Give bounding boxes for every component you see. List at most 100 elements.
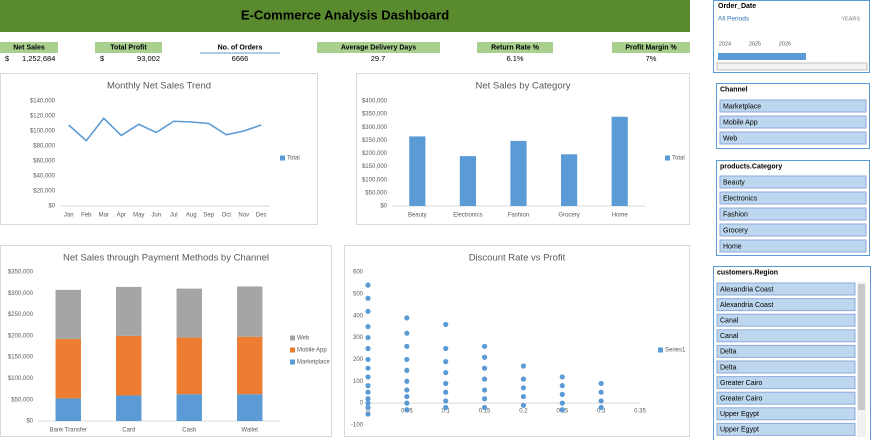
slicer-title: customers.Region [717,269,778,276]
scatter-point [365,345,371,352]
slicer-frame [713,0,870,73]
x-tick-label: Oct [222,213,232,219]
scatter-point [520,363,527,369]
scatter-point [520,393,527,400]
slicer-item-label[interactable]: Canal [720,318,739,325]
legend-swatch [658,347,663,353]
slicer-item[interactable] [719,131,867,145]
slicer-item[interactable] [719,99,867,113]
slicer-item-label[interactable]: Beauty [723,179,745,186]
scatter-point [404,315,410,321]
slicer-title: Channel [720,86,748,93]
slicer-item-label[interactable]: Home [723,243,742,250]
slicer-item[interactable] [719,175,867,189]
slicer-item[interactable] [716,344,856,358]
scatter-point [365,295,371,301]
slicer-item[interactable] [716,376,856,390]
period-label: All Periods [718,16,750,23]
x-tick-label: Fashion [508,213,529,219]
y-tick-label: 300 [353,335,364,341]
scatter-point [404,367,410,373]
slicer-item-label[interactable]: Fashion [723,211,748,218]
x-tick-label: Apr [117,213,126,219]
slicer-item-label[interactable]: Canal [720,333,739,340]
slicer-item[interactable] [716,360,856,374]
slicer-item-label[interactable]: Delta [720,349,736,356]
slicer-item[interactable] [719,223,867,237]
slicer-item-label[interactable]: Alexandria Coast [720,286,773,293]
dashboard-title: E-Commerce Analysis Dashboard [241,7,449,22]
legend-label: Marketplace [297,360,330,366]
legend-label: Mobile App [297,348,327,354]
kpi-label-box [477,42,553,53]
y-tick-label: $20,000 [33,189,55,195]
scatter-point [443,359,449,365]
scatter-point [559,400,565,406]
bar [55,398,81,421]
slicer-item-label[interactable]: Upper Egypt [720,411,759,418]
line-series [68,117,262,142]
y-tick-label: $0 [380,204,387,210]
scatter-point [481,387,488,393]
kpi-label-box [612,42,690,53]
slicer-item[interactable] [719,239,867,253]
year-label: 2024 [719,41,731,47]
y-tick-label: $100,000 [30,129,56,135]
slicer-item[interactable] [716,282,856,296]
y-tick-label: $0 [26,419,33,425]
y-tick-label: $140,000 [30,99,56,105]
slicer-item[interactable] [716,298,856,312]
scrollbar-thumb[interactable] [858,284,865,410]
kpi-label: No. of Orders [218,44,263,51]
slicer-item-label[interactable]: Upper Egypt [720,427,759,434]
slicer-item-label[interactable]: Mobile App [723,119,758,126]
slicer-item-label[interactable]: Greater Cairo [720,380,763,387]
slicer-item[interactable] [716,329,856,343]
y-tick-label: 100 [353,379,364,385]
bar [176,337,202,395]
scatter-point [365,356,371,363]
y-tick-label: $250,000 [8,312,34,318]
period-unit[interactable]: YEARS [841,16,860,22]
slicer-item[interactable] [716,391,856,405]
slicer-item-label[interactable]: Web [723,135,737,142]
x-tick-label: Dec [256,213,267,219]
timeline-scroll[interactable] [716,62,868,71]
slicer-item-label[interactable]: Marketplace [723,103,761,110]
scatter-point [365,411,371,417]
bar [237,286,263,337]
timeline-bar[interactable] [718,53,806,60]
scatter-point [365,400,371,406]
chart-title: Net Sales by Category [475,81,570,92]
scatter-point [481,404,488,411]
kpi-value: 6666 [232,54,249,63]
year-label: 2025 [749,41,761,47]
kpi-label: Average Delivery Days [341,44,416,51]
y-tick-label: 0 [360,401,364,407]
scatter-point [365,404,371,411]
scatter-point [404,378,410,384]
slicer-item[interactable] [719,115,867,129]
y-tick-label: $50,000 [365,190,387,196]
scatter-point [443,345,449,352]
kpi-value: 1,252,684 [22,54,55,63]
slicer-item-label[interactable]: Electronics [723,195,758,202]
slicer-item[interactable] [716,422,856,436]
y-tick-label: $40,000 [33,174,55,180]
scatter-point [443,380,449,387]
slicer-item[interactable] [716,407,856,421]
slicer-item-label[interactable]: Alexandria Coast [720,302,773,309]
slicer-item[interactable] [716,313,856,327]
slicer-item[interactable] [719,191,867,205]
slicer-item-label[interactable]: Delta [720,364,736,371]
chart-frame [344,245,690,437]
scatter-point [404,387,410,393]
slicer-item-label[interactable]: Greater Cairo [720,396,763,403]
legend-label: Series1 [665,348,686,354]
slicer-item-label[interactable]: Grocery [723,227,748,234]
kpi-label-box [0,42,58,53]
scatter-point [598,389,604,395]
slicer-item[interactable] [719,207,867,221]
scatter-point [481,365,488,371]
header-banner [0,0,690,32]
